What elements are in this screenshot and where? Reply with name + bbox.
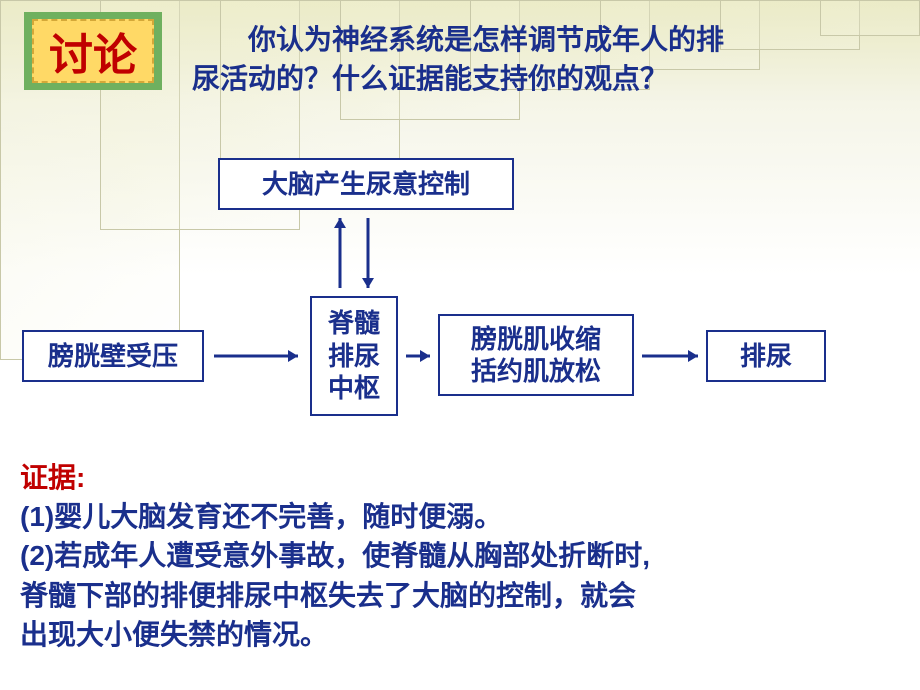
flow-box-mid: 膀胱肌收缩 括约肌放松 — [438, 314, 634, 396]
flow-box-top: 大脑产生尿意控制 — [218, 158, 514, 210]
evidence-section: 证据: (1)婴儿大脑发育还不完善，随时便溺。 (2)若成年人遭受意外事故，使脊… — [20, 458, 650, 654]
evidence-line2: (2)若成年人遭受意外事故，使脊髓从胸部处折断时, — [20, 536, 650, 575]
evidence-line1: (1)婴儿大脑发育还不完善，随时便溺。 — [20, 497, 650, 536]
flow-box-left: 膀胱壁受压 — [22, 330, 204, 382]
question-line1: 你认为神经系统是怎样调节成年人的排 — [192, 20, 872, 59]
flow-box-center: 脊髓 排尿 中枢 — [310, 296, 398, 416]
evidence-line4: 出现大小便失禁的情况。 — [20, 615, 650, 654]
question-line2: 尿活动的？什么证据能支持你的观点？ — [192, 59, 872, 98]
flow-box-right: 排尿 — [706, 330, 826, 382]
discuss-badge: 讨论 — [24, 12, 162, 90]
evidence-line3: 脊髓下部的排便排尿中枢失去了大脑的控制，就会 — [20, 576, 650, 615]
evidence-title: 证据: — [20, 458, 650, 497]
discuss-label: 讨论 — [32, 19, 154, 83]
question-text: 你认为神经系统是怎样调节成年人的排 尿活动的？什么证据能支持你的观点？ — [192, 20, 872, 98]
